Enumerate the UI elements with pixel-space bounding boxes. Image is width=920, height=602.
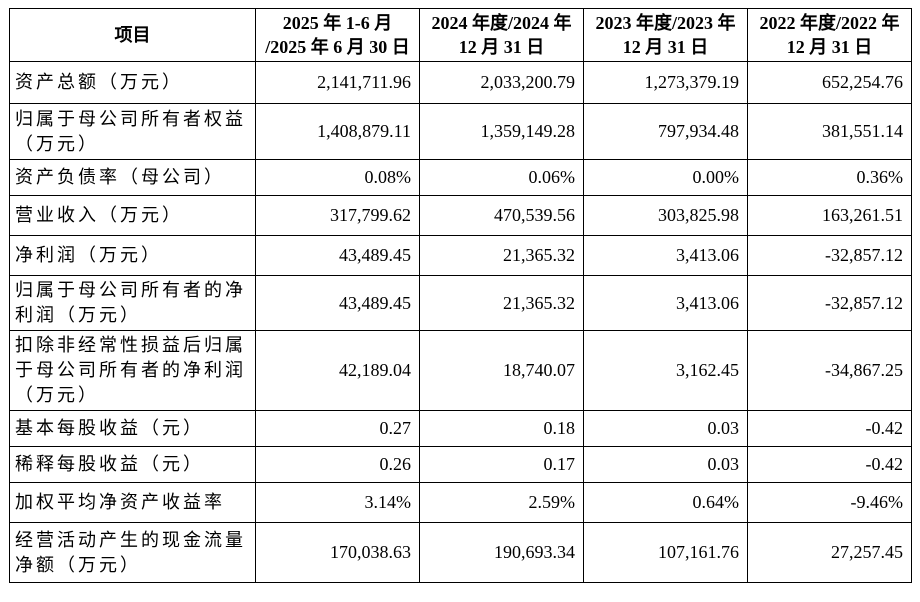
row-label: 资产总额（万元） [9,61,256,104]
cell-value: 21,365.32 [419,275,584,331]
cell-value: 3,413.06 [583,235,748,276]
header-line-2: /2025 年 6 月 30 日 [265,37,410,57]
cell-value: 0.06% [419,159,584,196]
table-row-basic-eps: 基本每股收益（元） 0.27 0.18 0.03 -0.42 [9,410,912,447]
column-header-item: 项目 [9,8,256,62]
header-row: 项目 2025 年 1-6 月 /2025 年 6 月 30 日 2024 年度… [9,8,912,62]
cell-value: -32,857.12 [747,235,912,276]
cell-value: 0.36% [747,159,912,196]
cell-value: -32,857.12 [747,275,912,331]
cell-value: 797,934.48 [583,103,748,160]
row-label: 扣除非经常性损益后归属于母公司所有者的净利润（万元） [9,330,256,411]
cell-value: 3,162.45 [583,330,748,411]
cell-value: 2.59% [419,482,584,523]
cell-value: 0.03 [583,410,748,447]
cell-value: 1,408,879.11 [255,103,420,160]
cell-value: 1,273,379.19 [583,61,748,104]
table-row-diluted-eps: 稀释每股收益（元） 0.26 0.17 0.03 -0.42 [9,446,912,483]
column-header-2022: 2022 年度/2022 年 12 月 31 日 [747,8,912,62]
column-header-2023: 2023 年度/2023 年 12 月 31 日 [583,8,748,62]
header-line-2: 12 月 31 日 [458,37,545,57]
cell-value: 107,161.76 [583,522,748,583]
cell-value: 303,825.98 [583,195,748,236]
cell-value: 3,413.06 [583,275,748,331]
cell-value: 43,489.45 [255,235,420,276]
table-row-weighted-roe: 加权平均净资产收益率 3.14% 2.59% 0.64% -9.46% [9,482,912,523]
row-label: 加权平均净资产收益率 [9,482,256,523]
table-row-parent-equity: 归属于母公司所有者权益（万元） 1,408,879.11 1,359,149.2… [9,103,912,160]
financial-summary-table: 项目 2025 年 1-6 月 /2025 年 6 月 30 日 2024 年度… [9,8,912,583]
cell-value: 18,740.07 [419,330,584,411]
cell-value: 0.08% [255,159,420,196]
cell-value: -9.46% [747,482,912,523]
header-line-2: 12 月 31 日 [622,37,709,57]
row-label: 归属于母公司所有者权益（万元） [9,103,256,160]
table-row-revenue: 营业收入（万元） 317,799.62 470,539.56 303,825.9… [9,195,912,236]
cell-value: -0.42 [747,446,912,483]
cell-value: 163,261.51 [747,195,912,236]
header-line-1: 2023 年度/2023 年 [595,13,736,33]
table-row-operating-cash-flow: 经营活动产生的现金流量净额（万元） 170,038.63 190,693.34 … [9,522,912,583]
cell-value: 317,799.62 [255,195,420,236]
row-label: 归属于母公司所有者的净利润（万元） [9,275,256,331]
row-label: 营业收入（万元） [9,195,256,236]
cell-value: 42,189.04 [255,330,420,411]
table-row-total-assets: 资产总额（万元） 2,141,711.96 2,033,200.79 1,273… [9,61,912,104]
row-label: 稀释每股收益（元） [9,446,256,483]
header-line-2: 12 月 31 日 [786,37,873,57]
cell-value: 0.27 [255,410,420,447]
cell-value: 2,141,711.96 [255,61,420,104]
table-row-parent-net-profit: 归属于母公司所有者的净利润（万元） 43,489.45 21,365.32 3,… [9,275,912,331]
row-label: 经营活动产生的现金流量净额（万元） [9,522,256,583]
cell-value: 27,257.45 [747,522,912,583]
cell-value: 0.26 [255,446,420,483]
cell-value: 652,254.76 [747,61,912,104]
cell-value: 0.64% [583,482,748,523]
row-label: 资产负债率（母公司） [9,159,256,196]
cell-value: 1,359,149.28 [419,103,584,160]
cell-value: 43,489.45 [255,275,420,331]
table-row-debt-ratio: 资产负债率（母公司） 0.08% 0.06% 0.00% 0.36% [9,159,912,196]
table-row-deducted-net-profit: 扣除非经常性损益后归属于母公司所有者的净利润（万元） 42,189.04 18,… [9,330,912,411]
header-line-1: 2022 年度/2022 年 [759,13,900,33]
table-row-net-profit: 净利润（万元） 43,489.45 21,365.32 3,413.06 -32… [9,235,912,276]
row-label: 净利润（万元） [9,235,256,276]
cell-value: 470,539.56 [419,195,584,236]
cell-value: 3.14% [255,482,420,523]
cell-value: 381,551.14 [747,103,912,160]
column-header-2024: 2024 年度/2024 年 12 月 31 日 [419,8,584,62]
cell-value: 2,033,200.79 [419,61,584,104]
cell-value: 21,365.32 [419,235,584,276]
cell-value: 0.18 [419,410,584,447]
cell-value: -34,867.25 [747,330,912,411]
cell-value: 0.17 [419,446,584,483]
column-header-2025: 2025 年 1-6 月 /2025 年 6 月 30 日 [255,8,420,62]
cell-value: 170,038.63 [255,522,420,583]
header-line-1: 2024 年度/2024 年 [431,13,572,33]
cell-value: 0.00% [583,159,748,196]
row-label: 基本每股收益（元） [9,410,256,447]
cell-value: -0.42 [747,410,912,447]
cell-value: 0.03 [583,446,748,483]
cell-value: 190,693.34 [419,522,584,583]
header-line-1: 2025 年 1-6 月 [282,13,393,33]
